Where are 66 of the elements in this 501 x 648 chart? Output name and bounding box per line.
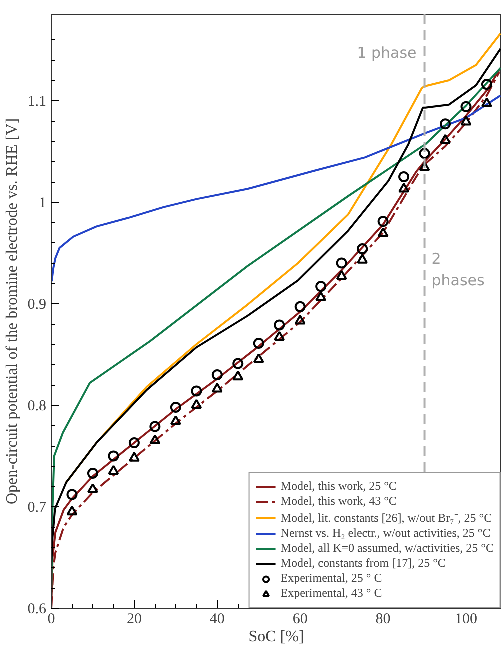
point: [440, 134, 452, 144]
point: [378, 216, 389, 228]
point: [108, 450, 120, 462]
legend-label: Model, constants from [17], 25 °C: [280, 556, 446, 571]
point: [274, 331, 286, 341]
legend-label: Experimental, 25 ° C: [280, 571, 382, 586]
y-tick-label: 0.9: [28, 296, 46, 313]
point: [336, 270, 348, 280]
point: [87, 468, 98, 479]
point: [419, 148, 430, 160]
point: [212, 369, 223, 380]
legend-label: Nernst vs. H₂ electr., w/out activities, 25 °C: [280, 526, 491, 541]
point: [460, 116, 472, 126]
x-tick-label: 80: [376, 612, 391, 628]
point: [357, 254, 368, 264]
point: [128, 438, 140, 448]
y-tick-label: 1: [39, 195, 46, 212]
point: [150, 434, 161, 445]
point: [316, 281, 327, 292]
point: [460, 101, 472, 112]
legend-label: Model, all K=0 assumed, w/activities, 25 °C: [280, 541, 494, 556]
annotation: 2 phases: [432, 250, 486, 290]
point: [336, 258, 348, 269]
point: [440, 118, 452, 130]
point: [316, 292, 327, 302]
point: [66, 506, 78, 516]
point: [294, 314, 306, 325]
point: [108, 465, 120, 476]
point: [398, 182, 410, 193]
x-tick-label: 100: [454, 612, 478, 628]
y-tick-label: 0.6: [28, 602, 47, 618]
point: [170, 415, 182, 426]
point: [212, 382, 223, 393]
point: [274, 320, 286, 331]
point: [398, 171, 410, 182]
point: [170, 402, 182, 413]
point: [419, 162, 430, 172]
x-tick-label: 20: [126, 612, 142, 628]
point: [294, 301, 306, 312]
y-tick-label: 0.7: [28, 500, 47, 516]
x-axis-title: SoC [%]: [248, 628, 304, 646]
legend-label: Experimental, 43 ° C: [280, 586, 382, 601]
annotation: 1 phase: [357, 44, 417, 62]
legend-label: Model, this work, 43 °C: [280, 494, 397, 509]
point: [232, 358, 244, 370]
point: [191, 386, 202, 397]
x-tick-label: 40: [210, 612, 225, 628]
x-tick-label: 60: [292, 612, 308, 628]
point: [191, 399, 202, 410]
point: [357, 244, 368, 255]
legend-label: Model, lit. constants [26], w/out Br₇⁻, 25 °C: [280, 510, 492, 526]
y-tick-label: 1.1: [28, 94, 46, 110]
y-axis-title: Open-circuit potential of the bromine electrode vs. RHE [V]: [4, 118, 21, 505]
point: [87, 484, 98, 494]
point: [378, 228, 389, 238]
y-tick-label: 0.8: [28, 398, 46, 414]
x-tick-label: 0: [48, 612, 56, 628]
point: [253, 338, 264, 349]
point: [481, 79, 492, 90]
point: [66, 489, 78, 500]
legend-label: Model, this work, 25 °C: [280, 479, 397, 494]
point: [253, 354, 264, 364]
point: [232, 370, 244, 381]
point: [481, 98, 492, 108]
point: [150, 421, 161, 432]
point: [128, 452, 140, 462]
